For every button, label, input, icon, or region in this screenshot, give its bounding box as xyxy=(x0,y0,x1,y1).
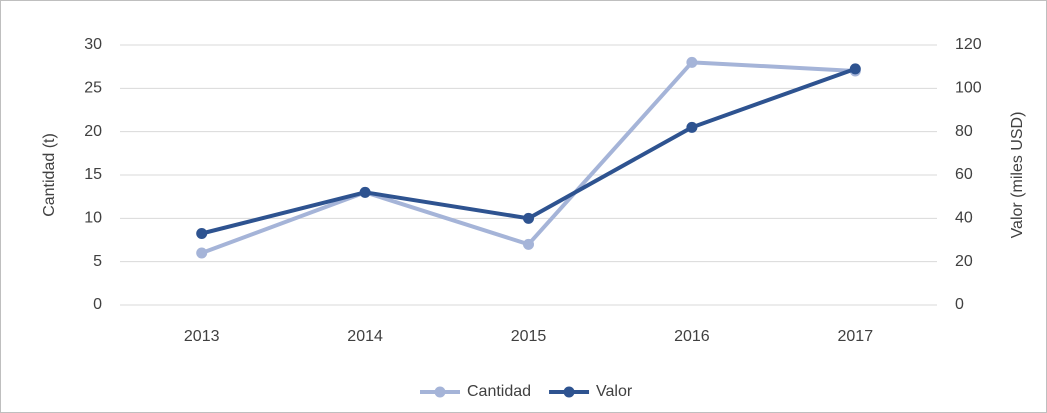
y2-tick-label: 100 xyxy=(955,80,982,97)
legend-label: Valor xyxy=(596,383,633,400)
y-tick-label: 15 xyxy=(84,166,102,183)
data-point xyxy=(523,238,534,250)
data-point xyxy=(196,247,208,259)
y2-tick-label: 60 xyxy=(955,166,973,183)
data-point xyxy=(196,228,208,239)
legend-marker xyxy=(434,386,446,398)
y2-tick-label: 0 xyxy=(955,296,964,313)
y-tick-label: 5 xyxy=(93,253,102,270)
y2-tick-label: 120 xyxy=(955,36,982,53)
data-point xyxy=(686,121,698,133)
data-point xyxy=(523,212,534,224)
y2-tick-label: 20 xyxy=(955,253,973,270)
x-tick-label: 2016 xyxy=(674,328,710,345)
y-tick-label: 0 xyxy=(93,296,102,313)
data-point xyxy=(849,63,861,75)
y-axis-label: Cantidad (t) xyxy=(41,133,58,217)
data-point xyxy=(686,56,698,68)
y2-axis-label: Valor (miles USD) xyxy=(1009,112,1026,239)
y-tick-label: 30 xyxy=(84,36,102,53)
y-tick-label: 25 xyxy=(84,80,102,97)
legend-marker xyxy=(563,386,575,398)
legend-label: Cantidad xyxy=(467,383,531,400)
data-point xyxy=(359,186,371,198)
y2-tick-label: 80 xyxy=(955,123,973,140)
y2-tick-label: 40 xyxy=(955,210,973,227)
x-tick-label: 2017 xyxy=(838,328,874,345)
x-tick-label: 2014 xyxy=(347,328,383,345)
y-tick-label: 20 xyxy=(84,123,102,140)
x-tick-label: 2015 xyxy=(511,328,547,345)
x-tick-label: 2013 xyxy=(184,328,220,345)
y-tick-label: 10 xyxy=(84,210,102,227)
